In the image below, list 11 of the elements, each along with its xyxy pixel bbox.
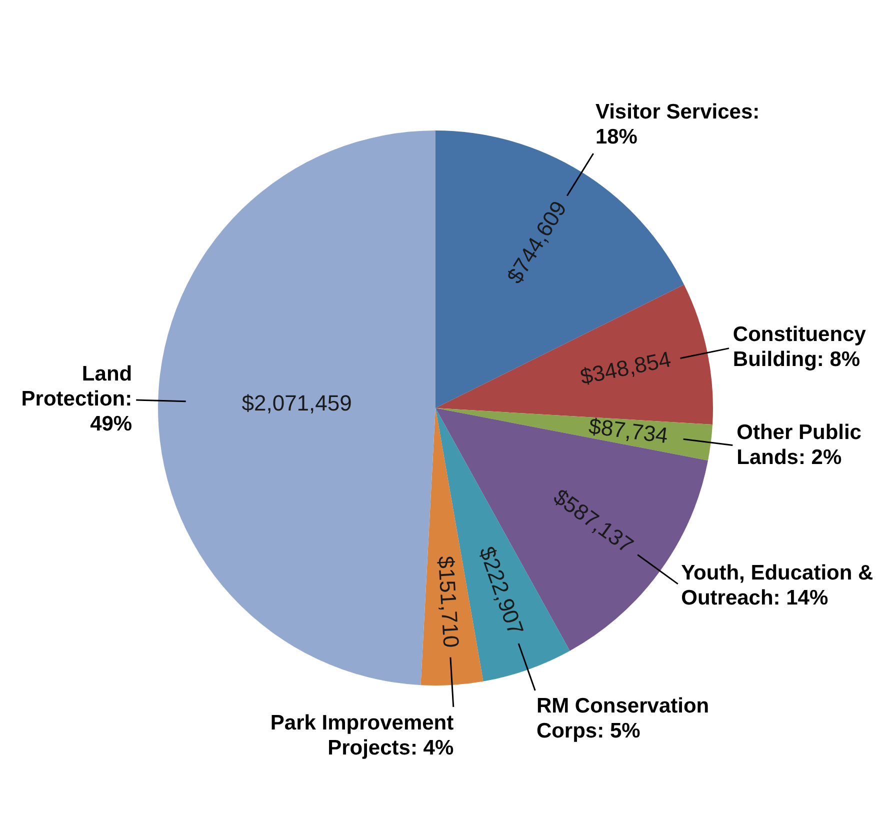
data-label: $348,854 (578, 346, 673, 390)
data-label: $2,071,459 (242, 390, 352, 416)
slice-label: Other Public Lands: 2% (736, 421, 862, 470)
slice-label: Constituency Building: 8% (732, 322, 866, 371)
slice-label: Park Improvement Projects: 4% (270, 711, 454, 760)
slice-label: RM Conservation Corps: 5% (536, 694, 710, 743)
slice-label: Visitor Services: 18% (595, 100, 760, 148)
data-label: $151,710 (433, 555, 464, 648)
data-label: $87,734 (587, 413, 670, 448)
slice-label: Land Protection: 49% (21, 362, 132, 436)
slice-label: Youth, Education & Outreach: 14% (681, 562, 874, 610)
